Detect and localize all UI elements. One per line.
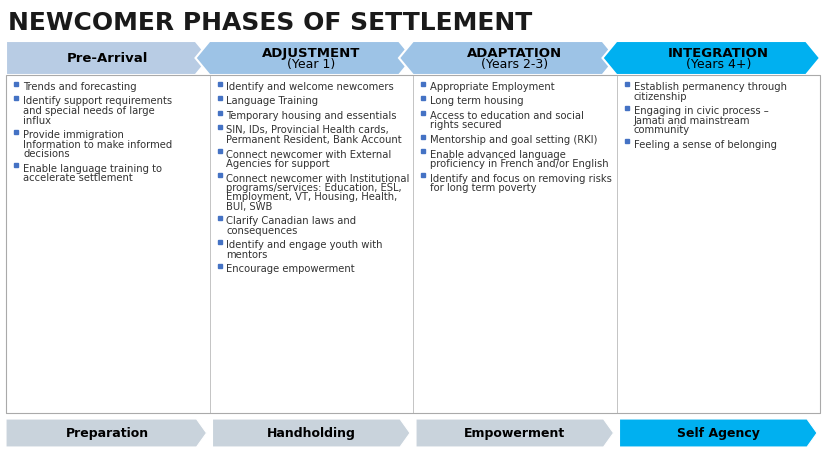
Text: Identify and welcome newcomers: Identify and welcome newcomers: [226, 82, 394, 92]
Text: Pre-Arrival: Pre-Arrival: [67, 51, 149, 65]
Text: Information to make informed: Information to make informed: [23, 140, 173, 150]
Text: Employment, VT, Housing, Health,: Employment, VT, Housing, Health,: [226, 192, 398, 202]
Text: proficiency in French and/or English: proficiency in French and/or English: [430, 159, 609, 169]
Bar: [616, 75, 820, 413]
Text: Enable language training to: Enable language training to: [23, 163, 162, 174]
Text: decisions: decisions: [23, 149, 69, 159]
Polygon shape: [212, 419, 410, 447]
Text: Agencies for support: Agencies for support: [226, 159, 330, 169]
Polygon shape: [6, 419, 206, 447]
Polygon shape: [6, 41, 210, 75]
Text: (Years 4+): (Years 4+): [686, 58, 751, 71]
Bar: [413, 75, 616, 413]
Text: Identify support requirements: Identify support requirements: [23, 96, 172, 106]
Text: and special needs of large: and special needs of large: [23, 106, 154, 116]
Polygon shape: [620, 419, 817, 447]
Text: INTEGRATION: INTEGRATION: [667, 47, 769, 60]
Bar: [6, 75, 820, 413]
Text: (Year 1): (Year 1): [287, 58, 335, 71]
Bar: [210, 75, 413, 413]
Text: Empowerment: Empowerment: [464, 426, 565, 440]
Text: Establish permanency through: Establish permanency through: [634, 82, 786, 92]
Text: Long term housing: Long term housing: [430, 96, 524, 106]
Text: for long term poverty: for long term poverty: [430, 183, 537, 193]
Text: programs/services: Education, ESL,: programs/services: Education, ESL,: [226, 183, 402, 193]
Text: ADJUSTMENT: ADJUSTMENT: [262, 47, 360, 60]
Text: Provide immigration: Provide immigration: [23, 130, 124, 140]
Text: Clarify Canadian laws and: Clarify Canadian laws and: [226, 217, 357, 226]
Text: community: community: [634, 125, 690, 135]
Bar: [6, 75, 210, 413]
Text: Handholding: Handholding: [267, 426, 356, 440]
Text: Self Agency: Self Agency: [676, 426, 760, 440]
Text: SIN, IDs, Provincial Health cards,: SIN, IDs, Provincial Health cards,: [226, 125, 389, 135]
Text: influx: influx: [23, 116, 51, 125]
Text: Appropriate Employment: Appropriate Employment: [430, 82, 554, 92]
Text: Enable advanced language: Enable advanced language: [430, 150, 566, 159]
Text: accelerate settlement: accelerate settlement: [23, 173, 133, 183]
Polygon shape: [416, 419, 614, 447]
Text: Preparation: Preparation: [66, 426, 150, 440]
Polygon shape: [399, 41, 616, 75]
Text: Temporary housing and essentials: Temporary housing and essentials: [226, 111, 397, 121]
Text: Encourage empowerment: Encourage empowerment: [226, 264, 355, 274]
Text: Identify and focus on removing risks: Identify and focus on removing risks: [430, 174, 612, 184]
Text: Access to education and social: Access to education and social: [430, 111, 584, 121]
Polygon shape: [602, 41, 820, 75]
Text: (Years 2-3): (Years 2-3): [482, 58, 548, 71]
Polygon shape: [196, 41, 413, 75]
Text: rights secured: rights secured: [430, 121, 501, 130]
Text: consequences: consequences: [226, 226, 298, 236]
Text: Trends and forecasting: Trends and forecasting: [23, 82, 136, 92]
Text: Permanent Resident, Bank Account: Permanent Resident, Bank Account: [226, 135, 402, 145]
Text: ADAPTATION: ADAPTATION: [468, 47, 563, 60]
Text: Mentorship and goal setting (RKI): Mentorship and goal setting (RKI): [430, 135, 597, 145]
Text: BUI, SWB: BUI, SWB: [226, 202, 273, 212]
Text: mentors: mentors: [226, 250, 268, 260]
Text: Connect newcomer with Institutional: Connect newcomer with Institutional: [226, 174, 410, 184]
Text: NEWCOMER PHASES OF SETTLEMENT: NEWCOMER PHASES OF SETTLEMENT: [8, 11, 532, 35]
Text: Identify and engage youth with: Identify and engage youth with: [226, 241, 383, 251]
Text: Language Training: Language Training: [226, 96, 319, 106]
Text: citizenship: citizenship: [634, 91, 687, 101]
Text: Connect newcomer with External: Connect newcomer with External: [226, 150, 392, 159]
Text: Feeling a sense of belonging: Feeling a sense of belonging: [634, 140, 776, 150]
Text: Jamati and mainstream: Jamati and mainstream: [634, 116, 750, 125]
Text: Engaging in civic process –: Engaging in civic process –: [634, 106, 768, 116]
